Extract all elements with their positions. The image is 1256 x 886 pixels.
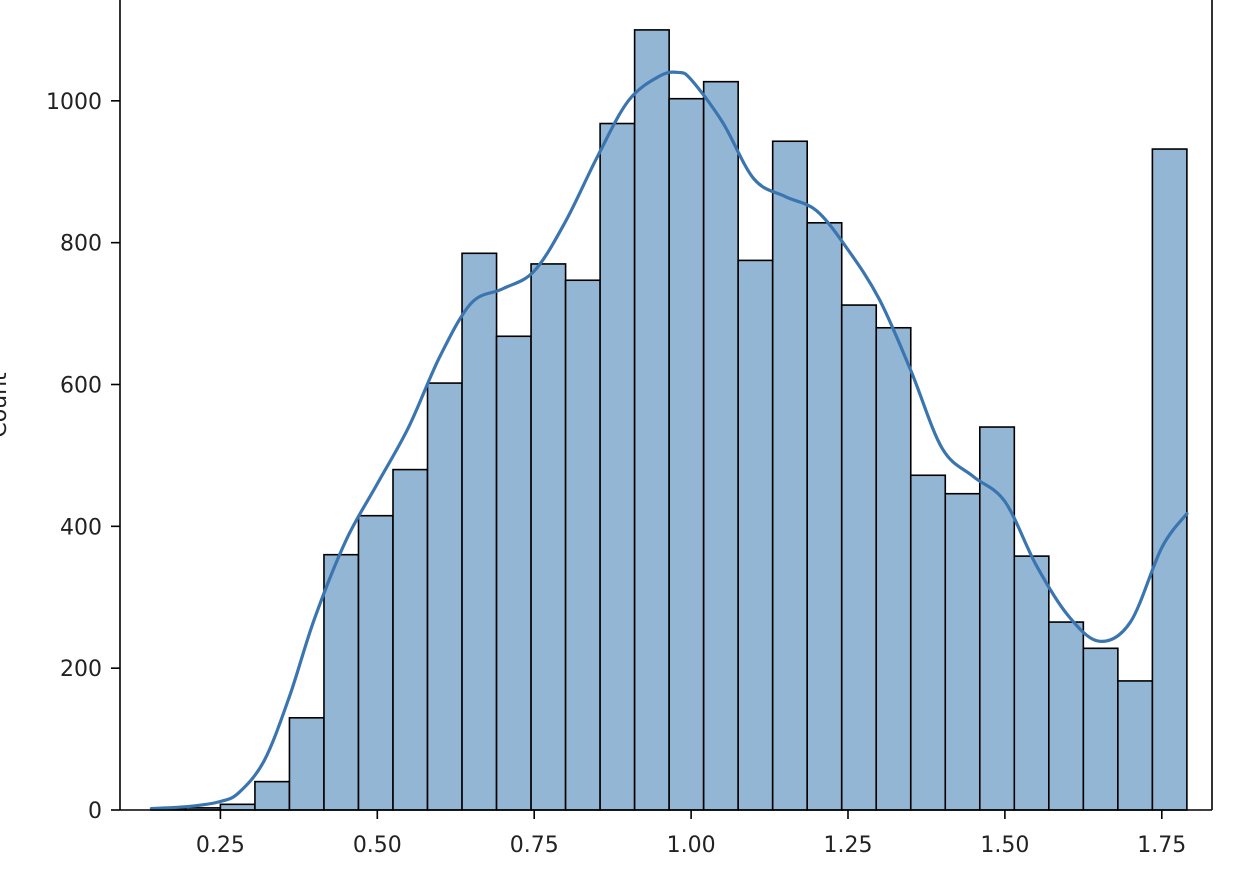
x-tick-label: 1.50 bbox=[980, 833, 1029, 858]
histogram-bar bbox=[1082, 647, 1119, 811]
histogram-bar bbox=[909, 474, 947, 811]
histogram-bar bbox=[219, 803, 256, 811]
histogram-bar bbox=[1117, 680, 1154, 811]
kde-curve-group bbox=[149, 70, 1189, 811]
histogram-bar bbox=[1151, 148, 1188, 811]
histogram-bar bbox=[288, 717, 325, 811]
histogram-bar bbox=[737, 259, 774, 811]
histogram-bar bbox=[461, 252, 498, 811]
histogram-bar bbox=[357, 514, 394, 811]
histogram-bar bbox=[633, 29, 670, 811]
histogram-bar bbox=[599, 122, 636, 811]
histogram-bar bbox=[875, 326, 912, 811]
histogram-bar bbox=[530, 263, 567, 811]
y-axis-ticks: 0 200 400 600 800 1000 bbox=[46, 90, 120, 824]
histogram-bar bbox=[564, 279, 601, 811]
histogram-bar bbox=[323, 553, 360, 811]
y-tick-label: 400 bbox=[60, 515, 102, 540]
histogram-bar bbox=[426, 382, 463, 811]
histogram-bar bbox=[806, 222, 843, 811]
x-tick-label: 1.00 bbox=[667, 833, 716, 858]
x-tick-label: 0.50 bbox=[353, 833, 402, 858]
y-tick-label: 800 bbox=[60, 232, 102, 257]
histogram-bar bbox=[495, 335, 532, 811]
y-tick-label: 0 bbox=[88, 799, 102, 824]
histogram-bar bbox=[771, 140, 809, 811]
histogram-bar bbox=[1013, 555, 1050, 811]
histogram-bar bbox=[392, 468, 429, 811]
histogram-bar bbox=[1048, 621, 1085, 811]
x-axis-ticks: 0.25 0.50 0.75 1.00 1.25 1.50 1.75 bbox=[196, 810, 1186, 858]
histogram-bars bbox=[150, 29, 1188, 811]
kde-line bbox=[149, 70, 1189, 811]
y-tick-label: 200 bbox=[60, 657, 102, 682]
y-axis-label: Count bbox=[0, 372, 12, 438]
x-tick-label: 1.25 bbox=[824, 833, 873, 858]
histogram-bar bbox=[254, 780, 291, 811]
x-tick-label: 0.25 bbox=[196, 833, 245, 858]
x-tick-label: 1.75 bbox=[1137, 833, 1186, 858]
x-tick-label: 0.75 bbox=[510, 833, 559, 858]
histogram-bar bbox=[702, 80, 739, 811]
histogram-bar bbox=[944, 492, 981, 811]
y-tick-label: 1000 bbox=[46, 90, 102, 115]
axes bbox=[119, 0, 1213, 811]
histogram-bar bbox=[840, 304, 878, 811]
histogram-bar bbox=[668, 97, 705, 811]
y-tick-label: 600 bbox=[60, 373, 102, 398]
